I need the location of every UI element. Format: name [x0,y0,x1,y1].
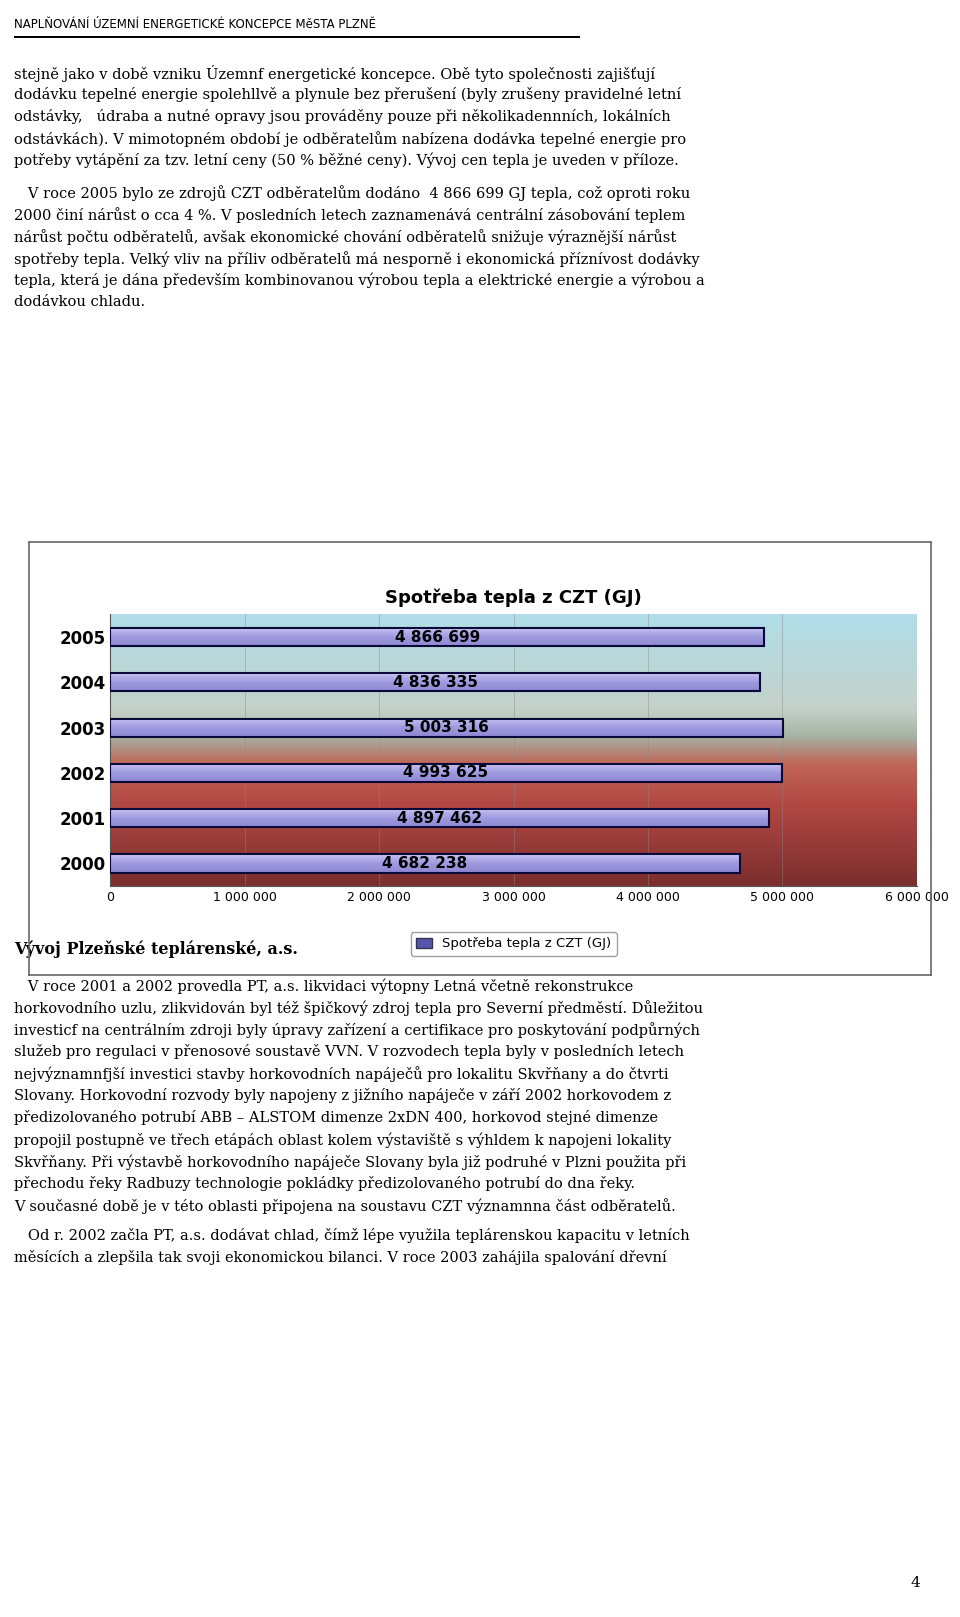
Text: potřeby vytápění za tzv. letní ceny (50 % běžné ceny). Vývoj cen tepla je uveden: potřeby vytápění za tzv. letní ceny (50 … [14,154,679,168]
Text: odstávky,   údraba a nutné opravy jsou prováděny pouze při několikadennních, lok: odstávky, údraba a nutné opravy jsou pro… [14,108,671,125]
Text: měsících a zlepšila tak svoji ekonomickou bilanci. V roce 2003 zahájila spalován: měsících a zlepšila tak svoji ekonomicko… [14,1250,667,1264]
Text: horkovodního uzlu, zlikvidován byl též špičkový zdroj tepla pro Severní předměst: horkovodního uzlu, zlikvidován byl též š… [14,999,703,1015]
Text: stejně jako v době vzniku Územnf energetické koncepce. Obě tyto společnosti zaji: stejně jako v době vzniku Územnf energet… [14,65,655,82]
Title: Spotřeba tepla z CZT (GJ): Spotřeba tepla z CZT (GJ) [385,589,642,608]
Text: dodávkou chladu.: dodávkou chladu. [14,294,145,309]
Text: V roce 2005 bylo ze zdrojů CZT odběratelům dodáno  4 866 699 GJ tepla, což oprot: V roce 2005 bylo ze zdrojů CZT odběratel… [14,184,690,201]
Text: nejvýznamnfjší investici stavby horkovodních napáječů pro lokalitu Skvřňany a do: nejvýznamnfjší investici stavby horkovod… [14,1066,668,1082]
Text: spotřeby tepla. Velký vliv na příliv odběratelů má nesporně i ekonomická příznív: spotřeby tepla. Velký vliv na příliv odb… [14,251,700,267]
Legend: Spotřeba tepla z CZT (GJ): Spotřeba tepla z CZT (GJ) [411,931,616,956]
Text: přechodu řeky Radbuzy technologie pokládky předizolovaného potrubí do dna řeky.: přechodu řeky Radbuzy technologie poklád… [14,1176,635,1192]
Text: 4 866 699: 4 866 699 [395,629,480,645]
Text: 4: 4 [910,1577,920,1590]
Text: 5 003 316: 5 003 316 [404,720,489,736]
Text: 4 993 625: 4 993 625 [403,765,489,781]
Text: propojil postupně ve třech etápách oblast kolem výstaviště s výhldem k napojeni : propojil postupně ve třech etápách oblas… [14,1132,671,1148]
Bar [110,808,769,828]
Text: 4 682 238: 4 682 238 [382,855,468,872]
Bar [110,763,781,783]
Text: Vývoj Plzeňské teplárenské, a.s.: Vývoj Plzeňské teplárenské, a.s. [14,939,298,957]
Text: investicf na centrálním zdroji byly úpravy zařízení a certifikace pro poskytován: investicf na centrálním zdroji byly úpra… [14,1022,700,1038]
Text: Skvřňany. Při výstavbě horkovodního napáječe Slovany byla již podruhé v Plzni po: Skvřňany. Při výstavbě horkovodního napá… [14,1155,686,1169]
Text: V současné době je v této oblasti připojena na soustavu CZT významnna část odběr: V současné době je v této oblasti připoj… [14,1198,676,1214]
Text: Slovany. Horkovodní rozvody byly napojeny z jižního napáječe v září 2002 horkovo: Slovany. Horkovodní rozvody byly napojen… [14,1088,671,1103]
Bar [110,854,740,873]
Text: tepla, která je dána především kombinovanou výrobou tepla a elektrické energie a: tepla, která je dána především kombinova… [14,273,705,288]
Bar [110,718,782,737]
Bar [110,627,764,647]
Text: předizolovaného potrubí ABB – ALSTOM dimenze 2xDN 400, horkovod stejné dimenze: předizolovaného potrubí ABB – ALSTOM dim… [14,1109,658,1125]
Text: nárůst počtu odběratelů, avšak ekonomické chování odběratelů snižuje výraznější : nárůst počtu odběratelů, avšak ekonomick… [14,230,676,244]
Text: Od r. 2002 začla PT, a.s. dodávat chlad, čímž lépe využila teplárenskou kapacitu: Od r. 2002 začla PT, a.s. dodávat chlad,… [14,1227,689,1243]
Text: služeb pro regulaci v přenosové soustavě VVN. V rozvodech tepla byly v posledníc: služeb pro regulaci v přenosové soustavě… [14,1045,684,1059]
Text: V roce 2001 a 2002 provedla PT, a.s. likvidaci výtopny Letná včetně rekonstrukce: V roce 2001 a 2002 provedla PT, a.s. lik… [14,978,634,993]
Text: 4 836 335: 4 836 335 [393,674,478,690]
Text: dodávku tepelné energie spolehllvě a plynule bez přerušení (byly zrušeny pravide: dodávku tepelné energie spolehllvě a ply… [14,87,682,102]
Text: 4 897 462: 4 897 462 [396,810,482,826]
Text: odstávkách). V mimotopném období je odběratelům nabízena dodávka tepelné energie: odstávkách). V mimotopném období je odbě… [14,131,686,147]
Text: 2000 činí nárůst o cca 4 %. V posledních letech zaznamenává centrální zásobování: 2000 činí nárůst o cca 4 %. V posledních… [14,207,685,223]
Text: NAPLŇOVÁNÍ ÚZEMNÍ ENERGETICKÉ KONCEPCE MěSTA PLZNĚ: NAPLŇOVÁNÍ ÚZEMNÍ ENERGETICKÉ KONCEPCE M… [14,18,376,31]
Bar [110,673,760,692]
